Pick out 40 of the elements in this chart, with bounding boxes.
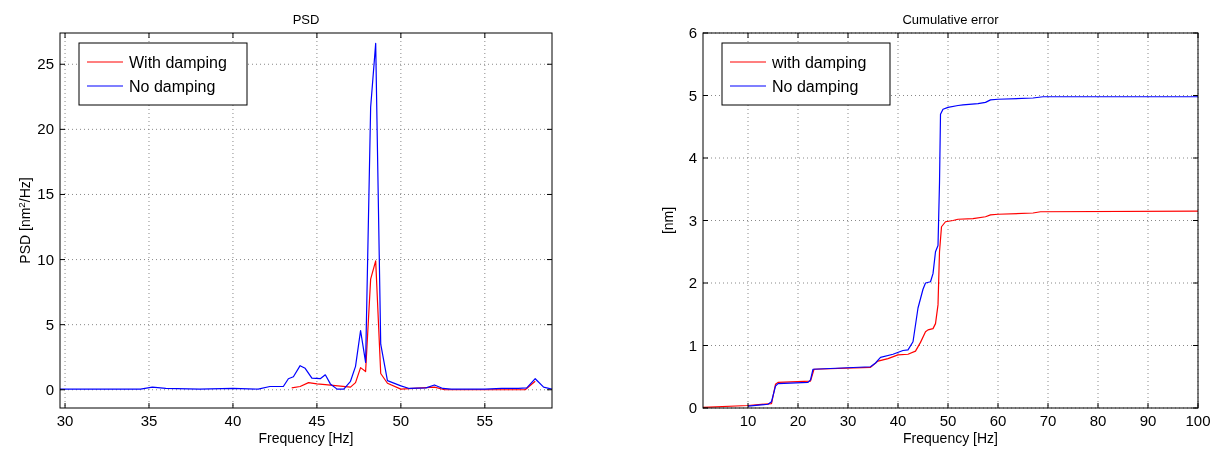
y-tick-label: 20 — [37, 120, 54, 138]
legend-label: No damping — [772, 78, 859, 95]
x-tick-label: 100 — [1185, 412, 1211, 429]
x-axis-title: Frequency [Hz] — [258, 430, 354, 446]
x-axis-title: Frequency [Hz] — [903, 430, 998, 446]
chart-title: Cumulative error — [902, 12, 1000, 27]
y-tick-label: 15 — [37, 185, 54, 203]
x-tick-label: 20 — [789, 412, 807, 429]
x-tick-label: 70 — [1039, 412, 1057, 429]
x-tick-label: 55 — [476, 412, 494, 429]
y-tick-label: 2 — [688, 274, 697, 291]
x-tick-label: 30 — [56, 412, 74, 429]
y-tick-label: 0 — [688, 399, 697, 416]
y-tick-label: 6 — [688, 24, 697, 41]
y-tick-label: 5 — [45, 315, 54, 333]
x-tick-label: 45 — [308, 412, 326, 429]
x-tick-label: 10 — [739, 412, 757, 429]
x-tick-label: 40 — [224, 412, 242, 429]
x-tick-label: 50 — [392, 412, 410, 429]
legend-label: With damping — [129, 54, 227, 71]
y-tick-label: 1 — [688, 336, 697, 354]
y-tick-label: 5 — [688, 86, 697, 104]
y-tick-label: 10 — [37, 250, 54, 268]
legend-label: with damping — [771, 54, 867, 71]
line-series — [747, 96, 1198, 407]
chart-title: PSD — [292, 12, 320, 27]
x-tick-label: 50 — [939, 412, 957, 429]
line-series — [60, 42, 552, 390]
x-tick-label: 60 — [989, 412, 1007, 429]
x-tick-label: 90 — [1139, 412, 1157, 429]
y-axis-title: [nm] — [660, 206, 676, 235]
legend-label: No damping — [129, 78, 216, 95]
x-tick-label: 40 — [889, 412, 907, 429]
y-tick-label: 3 — [688, 211, 697, 229]
y-tick-label: 4 — [688, 149, 697, 166]
x-tick-label: 30 — [839, 412, 857, 429]
x-tick-label: 80 — [1089, 412, 1107, 429]
y-tick-label: 25 — [37, 55, 54, 73]
y-tick-label: 0 — [45, 380, 54, 398]
x-tick-label: 35 — [140, 412, 158, 429]
